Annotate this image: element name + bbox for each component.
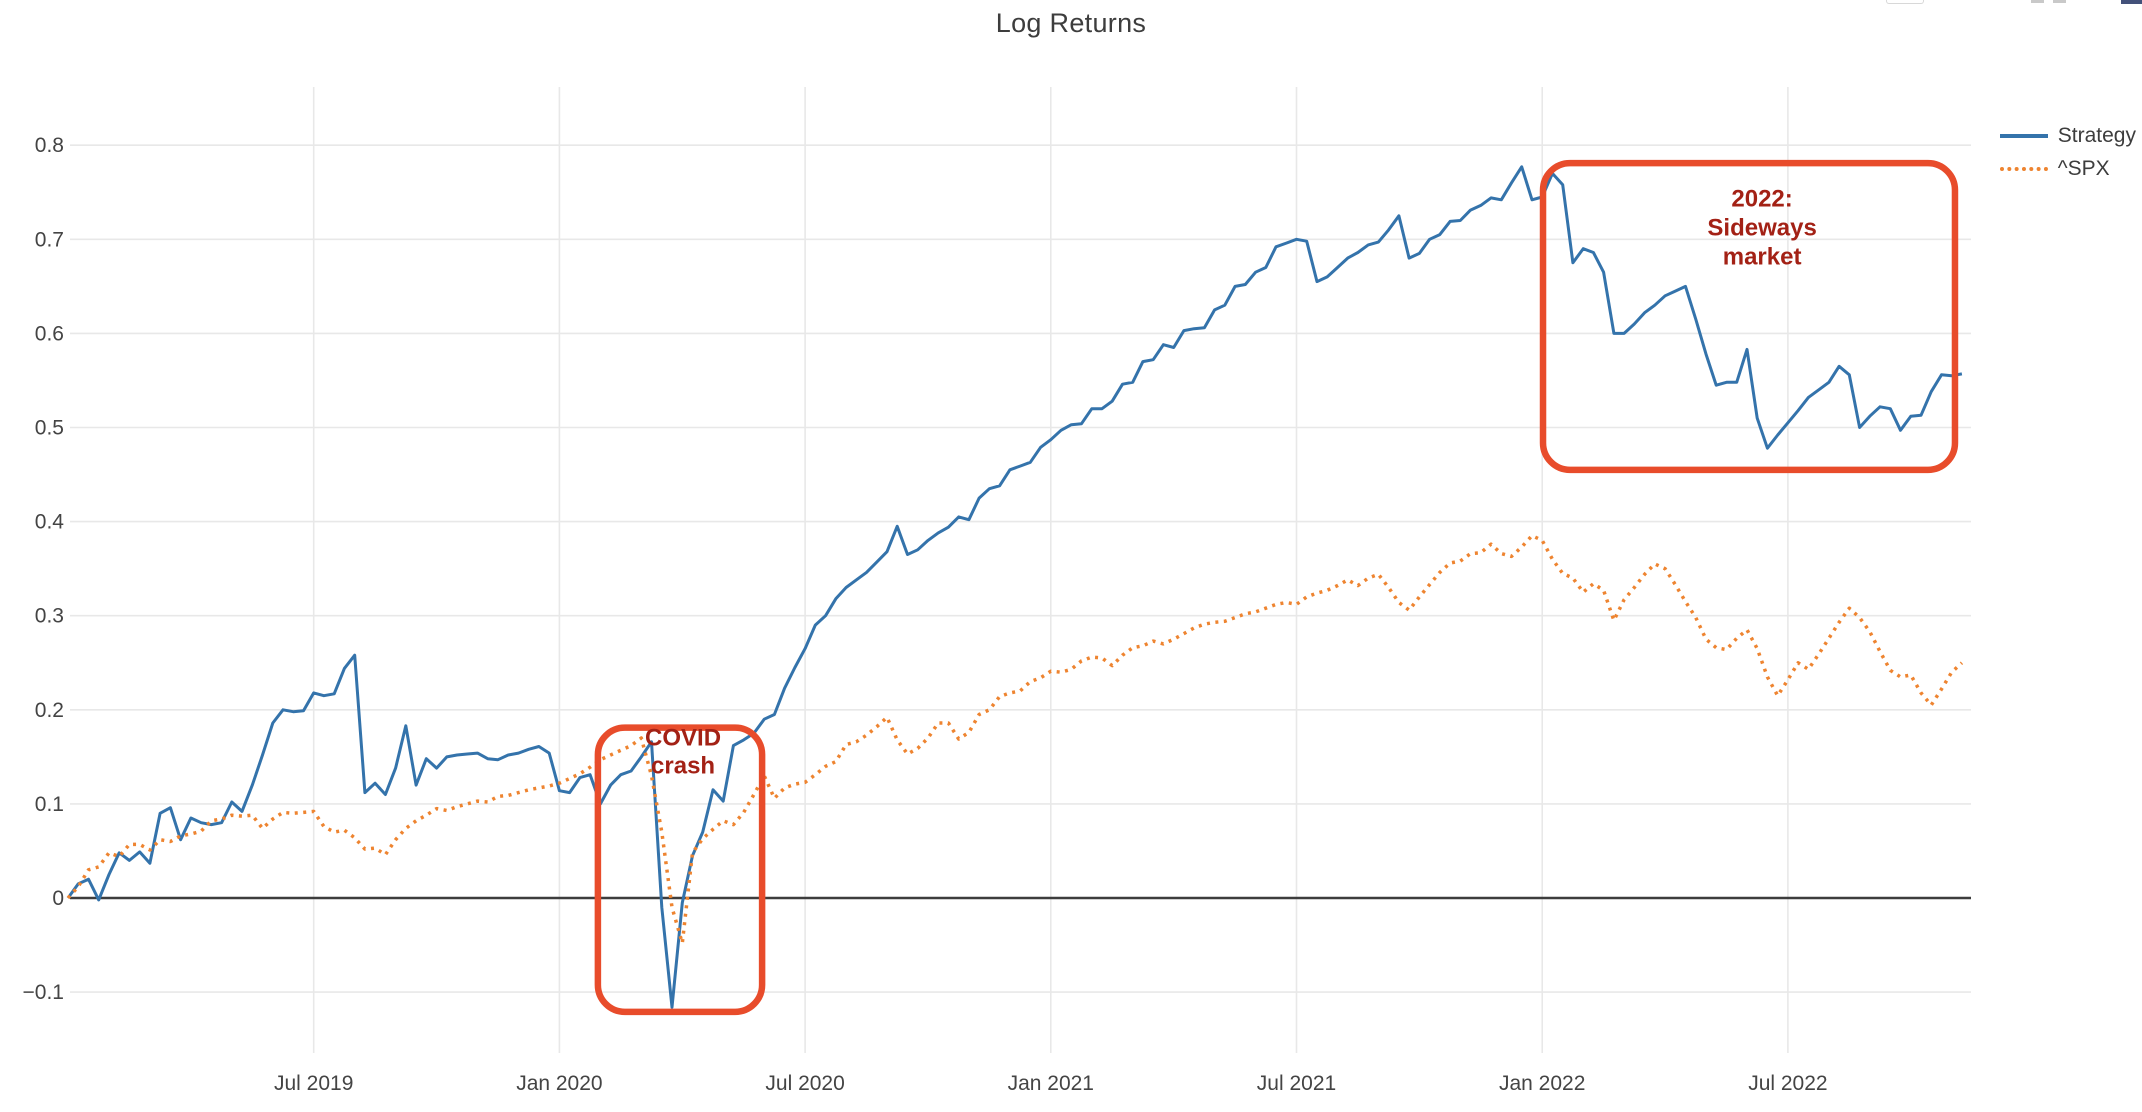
modebar-remnant-icon bbox=[1886, 0, 1924, 4]
y-tick-label: −0.1 bbox=[23, 981, 64, 1004]
x-tick-label: Jul 2019 bbox=[274, 1072, 353, 1095]
legend: Strategy ^SPX bbox=[1999, 124, 2136, 181]
legend-label-spx: ^SPX bbox=[2057, 157, 2110, 180]
x-tick-label: Jan 2020 bbox=[516, 1072, 602, 1095]
modebar-remnant-icon bbox=[2053, 0, 2066, 3]
y-tick-label: 0.5 bbox=[35, 417, 64, 440]
legend-label-strategy: Strategy bbox=[2057, 124, 2136, 147]
y-tick-label: 0.6 bbox=[35, 322, 64, 345]
x-tick-label: Jul 2020 bbox=[765, 1072, 844, 1095]
legend-item-spx[interactable]: ^SPX bbox=[1999, 157, 2136, 181]
modebar-remnant-icon bbox=[2031, 0, 2044, 3]
spx-line-swatch-icon bbox=[1999, 167, 2048, 171]
strategy-line-swatch-icon bbox=[1999, 134, 2048, 138]
x-tick-label: Jul 2021 bbox=[1257, 1072, 1336, 1095]
legend-item-strategy[interactable]: Strategy bbox=[1999, 124, 2136, 148]
y-tick-label: 0.8 bbox=[35, 134, 64, 157]
y-tick-label: 0 bbox=[52, 887, 64, 910]
series--spx bbox=[66, 533, 1964, 945]
y-tick-label: 0.1 bbox=[35, 793, 64, 816]
chart-title: Log Returns bbox=[995, 8, 1147, 38]
x-tick-label: Jul 2022 bbox=[1748, 1072, 1827, 1095]
annotation-box-covid-crash bbox=[594, 724, 766, 1016]
series-strategy bbox=[66, 165, 1963, 1009]
y-tick-label: 0.3 bbox=[35, 605, 64, 628]
x-tick-label: Jan 2021 bbox=[1008, 1072, 1094, 1095]
annotation-box-sideways-2022 bbox=[1539, 159, 1959, 474]
annotation-label-covid-crash: COVID crash bbox=[645, 725, 721, 780]
y-tick-label: 0.2 bbox=[35, 699, 64, 722]
modebar-remnant-icon bbox=[2121, 0, 2142, 4]
y-tick-label: 0.4 bbox=[35, 511, 65, 534]
x-tick-label: Jan 2022 bbox=[1499, 1072, 1585, 1095]
y-tick-label: 0.7 bbox=[35, 228, 64, 251]
annotation-label-sideways-2022: 2022: Sideways market bbox=[1707, 185, 1816, 270]
